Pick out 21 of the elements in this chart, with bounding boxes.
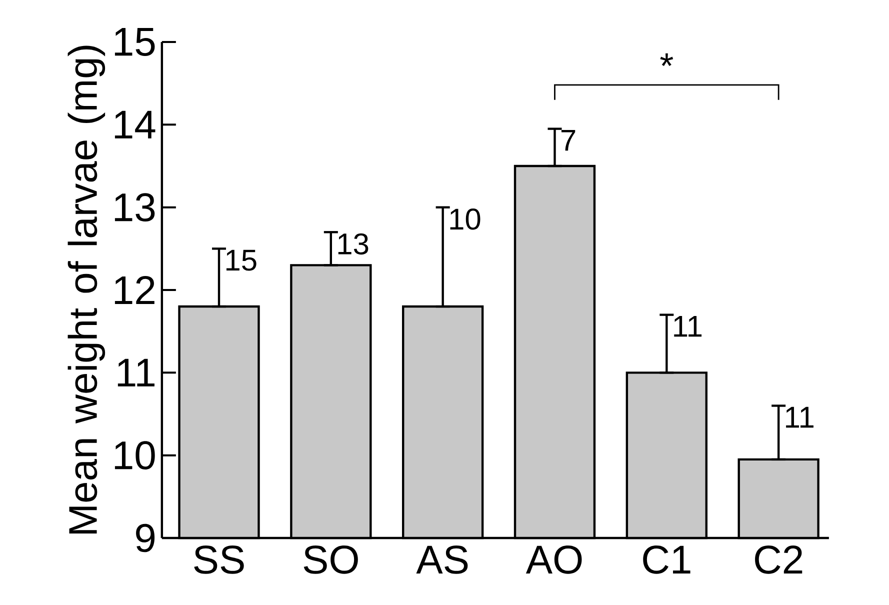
y-tick-label: 12 [114,276,154,304]
y-tick-label: 14 [114,110,156,138]
x-tick-label: AO [526,546,582,574]
annotation: 13 [338,233,368,255]
annotation: 11 [674,316,702,337]
y-tick-label: 15 [114,28,155,56]
annotation: * [660,53,674,66]
x-tick-label: SO [304,546,358,574]
y-axis-title: Mean weight of larvae (mg) [68,46,106,534]
annotation: 11 [786,406,814,428]
y-tick-label: 9 [136,524,155,552]
x-tick-label: SS [194,546,244,574]
y-tick-label: 10 [114,441,155,470]
x-tick-label: AS [416,546,468,574]
y-tick-label: 11 [118,358,154,386]
x-tick-label: C2 [755,546,802,574]
y-tick-label: 13 [114,193,155,222]
annotation: 10 [450,208,480,230]
annotation: 7 [561,130,576,151]
annotation: 15 [226,250,256,271]
x-tick-label: C1 [643,546,690,574]
